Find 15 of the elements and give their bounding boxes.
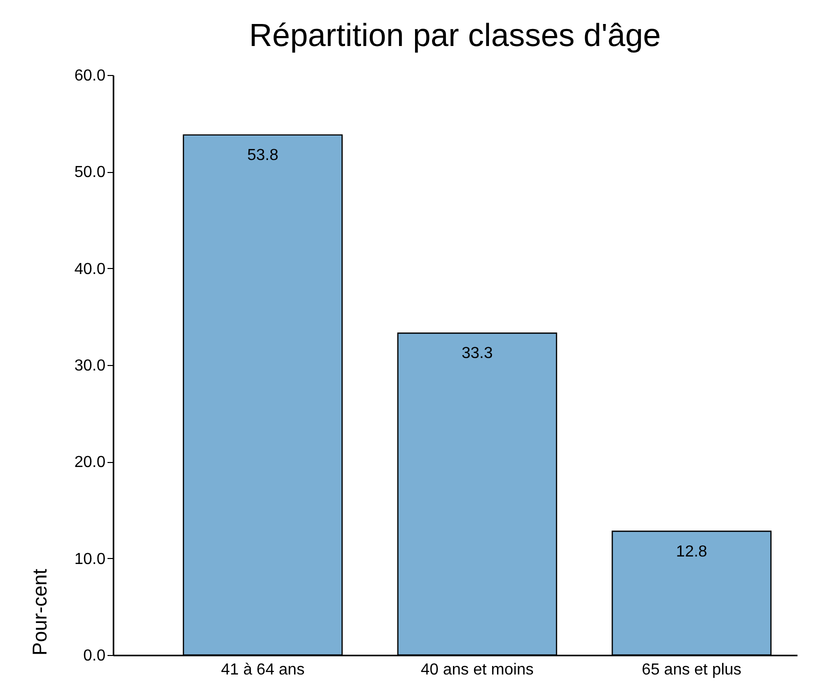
chart-title: Répartition par classes d'âge <box>249 17 661 53</box>
y-axis-title: Pour-cent <box>29 568 52 656</box>
data-label: 53.8 <box>247 146 278 164</box>
x-tick-label: 40 ans et moins <box>420 662 534 678</box>
data-label: 33.3 <box>462 345 493 362</box>
y-tick-label: 30.0 <box>74 358 106 374</box>
x-tick-label: 65 ans et plus <box>642 662 742 678</box>
y-tick-label: 60.0 <box>74 68 106 84</box>
y-tick-label: 0.0 <box>83 648 106 664</box>
y-tick-label: 40.0 <box>74 260 106 278</box>
y-tick-label: 20.0 <box>74 454 106 472</box>
y-tick-label: 50.0 <box>74 164 106 182</box>
data-label: 12.8 <box>676 543 708 560</box>
y-tick-label: 10.0 <box>74 550 106 568</box>
x-tick-label: 41 à 64 ans <box>220 662 305 678</box>
